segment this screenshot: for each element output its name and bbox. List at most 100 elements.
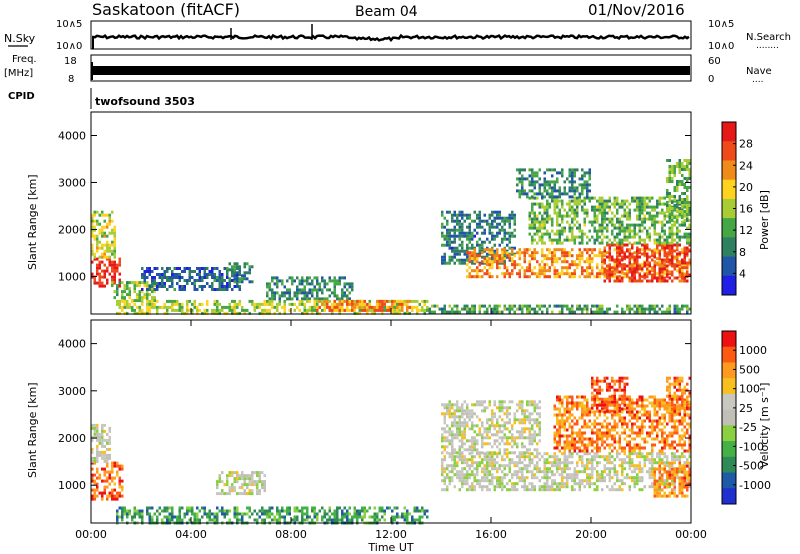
heatmap-cell [561, 220, 564, 224]
heatmap-cell [461, 461, 464, 465]
heatmap-cell [368, 305, 371, 309]
heatmap-cell [198, 270, 201, 273]
heatmap-cell [453, 455, 456, 459]
heatmap-cell [521, 455, 524, 459]
heatmap-cell [688, 174, 691, 177]
heatmap-cell [141, 308, 144, 312]
heatmap-cell [503, 458, 506, 462]
heatmap-cell [513, 488, 516, 492]
heatmap-cell [478, 304, 481, 308]
heatmap-cell [96, 222, 99, 226]
heatmap-cell [503, 275, 506, 279]
heatmap-cell [688, 213, 691, 216]
heatmap-cell [566, 272, 569, 276]
heatmap-cell [121, 293, 124, 297]
heatmap-cell [243, 308, 246, 312]
heatmap-cell [173, 276, 176, 279]
heatmap-cell [156, 311, 159, 315]
heatmap-cell [518, 171, 521, 175]
heatmap-cell [576, 196, 579, 200]
heatmap-cell [218, 279, 221, 282]
heatmap-cell [461, 261, 464, 265]
heatmap-cell [471, 424, 474, 428]
heatmap-cell [403, 512, 406, 516]
heatmap-cell [668, 258, 671, 262]
heatmap-cell [96, 272, 99, 276]
heatmap-cell [598, 269, 601, 273]
heatmap-cell [616, 258, 619, 262]
heatmap-cell [688, 205, 691, 209]
heatmap-cell [568, 214, 571, 218]
heatmap-cell [628, 252, 631, 256]
heatmap-cell [453, 249, 456, 253]
heatmap-cell [608, 479, 611, 483]
heatmap-cell [686, 307, 689, 311]
heatmap-cell [606, 307, 609, 311]
heatmap-cell [248, 299, 251, 303]
heatmap-cell [173, 302, 176, 306]
heatmap-cell [683, 252, 686, 256]
heatmap-cell [468, 257, 471, 261]
heatmap-cell [628, 229, 631, 233]
heatmap-cell [541, 476, 544, 480]
heatmap-cell [623, 252, 626, 256]
heatmap-cell [596, 235, 599, 239]
heatmap-cell [118, 515, 121, 519]
heatmap-cell [521, 461, 524, 465]
heatmap-cell [548, 251, 551, 255]
heatmap-cell [506, 219, 509, 223]
heatmap-cell [563, 476, 566, 480]
heatmap-cell [113, 246, 116, 250]
heatmap-cell [678, 229, 681, 233]
heatmap-cell [638, 273, 641, 277]
heatmap-cell [473, 251, 476, 255]
heatmap-cell [223, 288, 226, 291]
heatmap-cell [373, 515, 376, 519]
heatmap-cell [206, 302, 209, 306]
heatmap-cell [536, 171, 539, 175]
heatmap-cell [441, 243, 444, 247]
heatmap-cell [513, 254, 516, 258]
heatmap-cell [668, 196, 671, 200]
heatmap-cell [631, 257, 634, 261]
heatmap-cell [588, 238, 591, 242]
heatmap-cell [621, 467, 624, 471]
heatmap-cell [648, 461, 651, 465]
heatmap-cell [456, 216, 459, 220]
heatmap-cell [638, 202, 641, 206]
heatmap-cell [596, 254, 599, 258]
heatmap-cell [131, 518, 134, 522]
heatmap-cell [458, 213, 461, 217]
heatmap-cell [303, 297, 306, 301]
heatmap-cell [656, 263, 659, 267]
heatmap-cell [453, 433, 456, 437]
heatmap-cell [93, 252, 96, 256]
heatmap-cell [648, 196, 651, 200]
heatmap-cell [448, 442, 451, 446]
heatmap-cell [521, 485, 524, 489]
heatmap-cell [136, 296, 139, 300]
heatmap-cell [158, 276, 161, 279]
heatmap-cell [596, 304, 599, 308]
heatmap-cell [468, 412, 471, 416]
heatmap-cell [476, 231, 479, 235]
heatmap-cell [471, 470, 474, 474]
heatmap-cell [401, 305, 404, 309]
heatmap-cell [658, 254, 661, 258]
heatmap-cell [478, 451, 481, 455]
heatmap-cell [661, 211, 664, 215]
heatmap-cell [503, 222, 506, 226]
heatmap-cell [233, 308, 236, 312]
heatmap-cell [401, 299, 404, 303]
heatmap-cell [373, 305, 376, 309]
heatmap-cell [688, 485, 691, 489]
heatmap-cell [446, 406, 449, 410]
heatmap-cell [381, 299, 384, 303]
heatmap-cell [163, 506, 166, 510]
heatmap-cell [603, 258, 606, 262]
heatmap-cell [268, 288, 271, 292]
heatmap-cell [136, 509, 139, 513]
heatmap-cell [631, 246, 634, 250]
heatmap-cell [468, 439, 471, 443]
heatmap-cell [493, 476, 496, 480]
